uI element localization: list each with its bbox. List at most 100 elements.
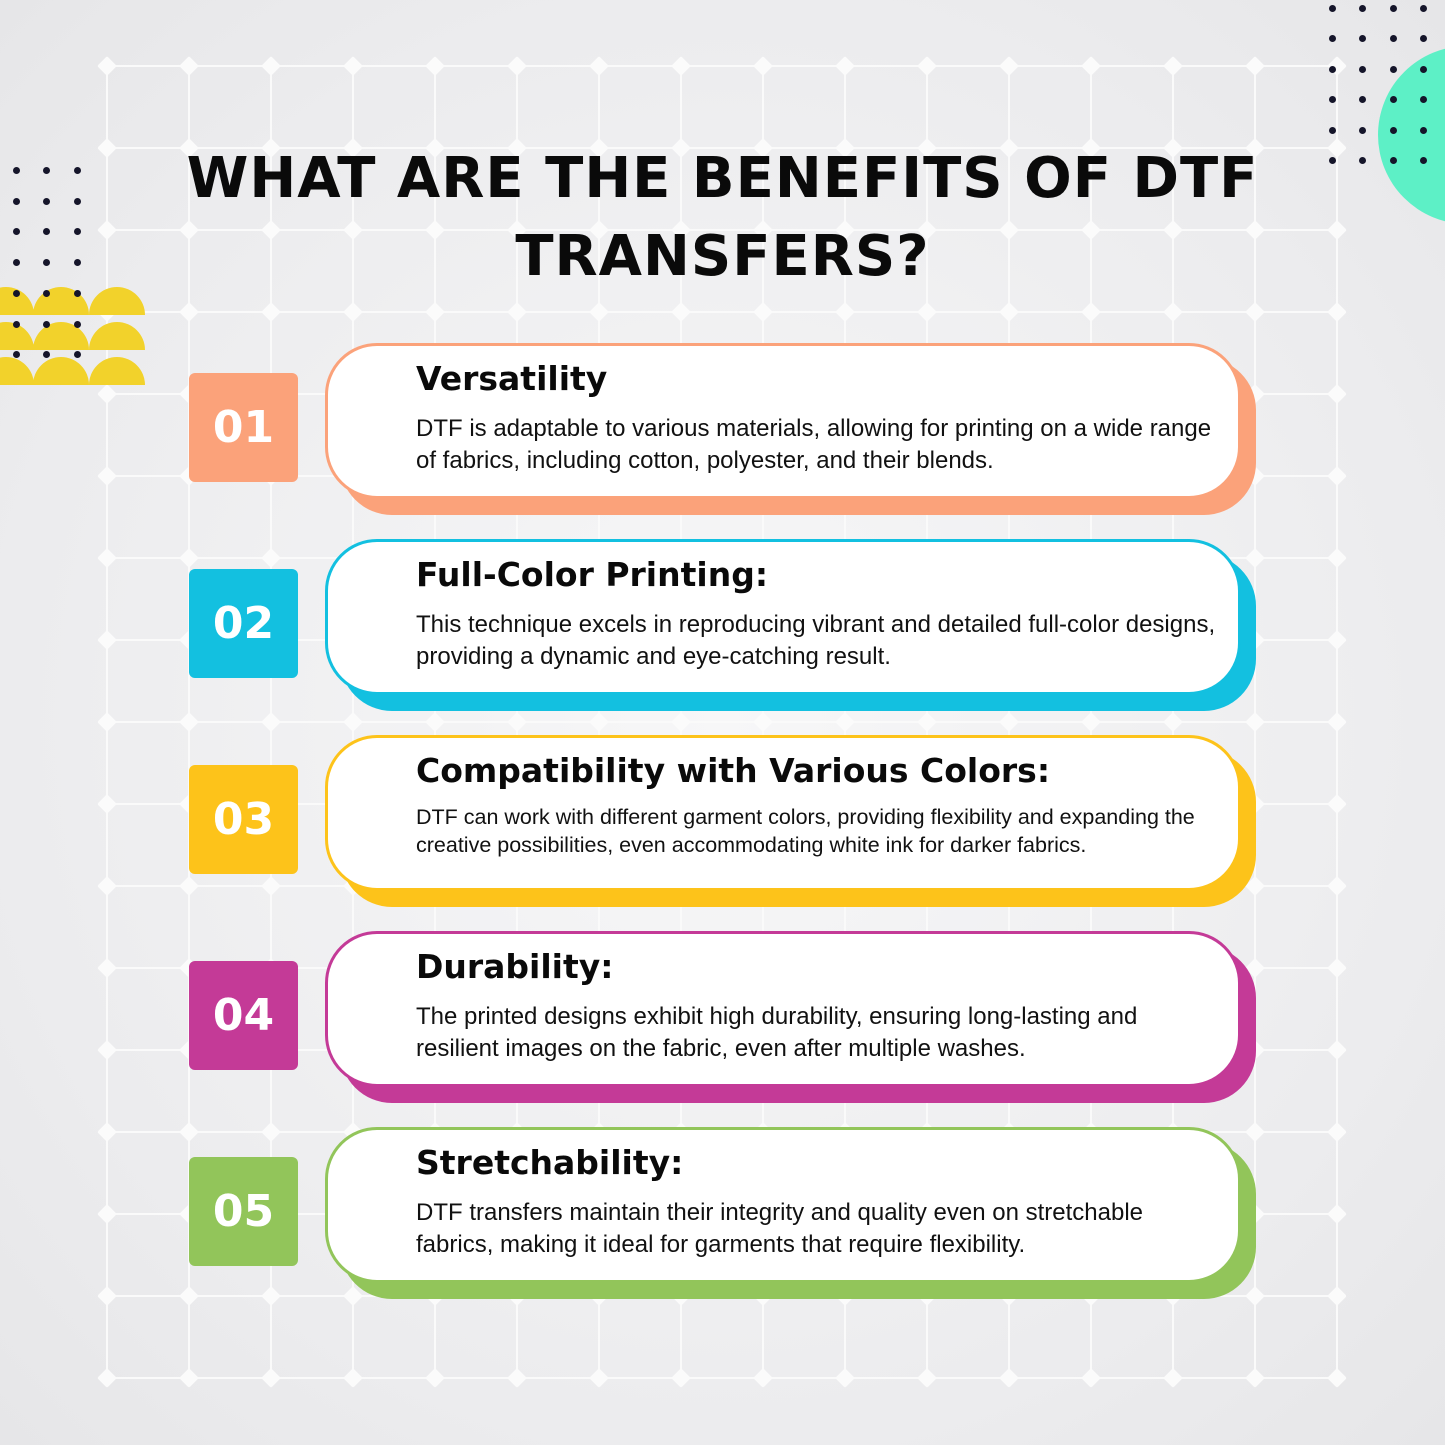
dot	[1329, 96, 1336, 103]
grid-node	[97, 712, 117, 732]
dot	[1420, 96, 1427, 103]
grid-node	[1245, 958, 1265, 978]
grid-node	[1163, 1368, 1183, 1388]
benefit-heading: Stretchability:	[416, 1143, 684, 1182]
grid-node	[425, 220, 445, 240]
grid-node	[507, 56, 527, 76]
grid-node	[1081, 56, 1101, 76]
grid-node	[1081, 712, 1101, 732]
dot	[43, 290, 50, 297]
benefit-heading: Durability:	[416, 947, 614, 986]
dot	[74, 167, 81, 174]
grid-node	[1327, 1040, 1347, 1060]
dot	[1390, 96, 1397, 103]
grid-node	[179, 876, 199, 896]
grid-node	[343, 138, 363, 158]
grid-node	[343, 302, 363, 322]
grid-node	[1245, 138, 1265, 158]
grid-node	[589, 302, 609, 322]
grid-node	[1327, 876, 1347, 896]
dot	[43, 259, 50, 266]
grid-node	[261, 1286, 281, 1306]
grid-node	[835, 302, 855, 322]
grid-node	[179, 220, 199, 240]
dot	[1329, 157, 1336, 164]
grid-node	[753, 56, 773, 76]
grid-node	[97, 466, 117, 486]
grid-node	[835, 1368, 855, 1388]
grid-node	[999, 302, 1019, 322]
grid-node	[261, 1122, 281, 1142]
grid-node	[1327, 1286, 1347, 1306]
grid-node	[1327, 138, 1347, 158]
dot	[74, 321, 81, 328]
grid-node	[343, 1286, 363, 1306]
grid-node	[1245, 1368, 1265, 1388]
grid-node	[917, 220, 937, 240]
grid-node	[1327, 958, 1347, 978]
grid-node	[917, 302, 937, 322]
grid-node	[179, 302, 199, 322]
page-title: WHAT ARE THE BENEFITS OF DTF TRANSFERS?	[186, 146, 1259, 289]
grid-node	[97, 630, 117, 650]
grid-node	[1163, 138, 1183, 158]
benefit-item: 05 Stretchability: DTF transfers maintai…	[0, 1127, 1445, 1307]
grid-node	[343, 1368, 363, 1388]
grid-node	[671, 712, 691, 732]
grid-node	[97, 1204, 117, 1224]
grid-node	[1163, 712, 1183, 732]
dot	[1420, 35, 1427, 42]
dot	[43, 228, 50, 235]
grid-node	[507, 138, 527, 158]
grid-node	[97, 1286, 117, 1306]
grid-node	[425, 302, 445, 322]
grid-node	[835, 138, 855, 158]
benefit-card	[325, 539, 1241, 695]
dot	[1420, 5, 1427, 12]
grid-node	[589, 1368, 609, 1388]
grid-node	[97, 56, 117, 76]
grid-node	[261, 138, 281, 158]
grid-node	[97, 548, 117, 568]
grid-node	[1245, 1122, 1265, 1142]
grid-node	[261, 876, 281, 896]
grid-node	[343, 712, 363, 732]
grid-node	[1163, 220, 1183, 240]
benefit-card	[325, 931, 1241, 1087]
grid-node	[179, 1122, 199, 1142]
grid-node	[999, 138, 1019, 158]
dot	[1329, 66, 1336, 73]
grid-node	[1081, 138, 1101, 158]
grid-node	[1327, 384, 1347, 404]
grid-node	[179, 712, 199, 732]
grid-node	[1245, 712, 1265, 732]
grid-node	[425, 712, 445, 732]
grid-node	[1245, 56, 1265, 76]
grid-node	[671, 138, 691, 158]
grid-node	[343, 220, 363, 240]
grid-node	[261, 712, 281, 732]
grid-node	[589, 138, 609, 158]
grid-node	[261, 548, 281, 568]
grid-node	[1327, 548, 1347, 568]
benefit-item: 03 Compatibility with Various Colors: DT…	[0, 735, 1445, 915]
dot	[13, 351, 20, 358]
benefit-card	[325, 1127, 1241, 1283]
grid-node	[1327, 630, 1347, 650]
grid-node	[97, 958, 117, 978]
grid-node	[507, 1368, 527, 1388]
grid-node	[261, 1368, 281, 1388]
grid-node	[1081, 220, 1101, 240]
dot	[74, 198, 81, 205]
grid-node	[917, 712, 937, 732]
step-number-badge: 04	[189, 961, 298, 1070]
dot	[1390, 35, 1397, 42]
dot	[13, 167, 20, 174]
step-number-badge: 03	[189, 765, 298, 874]
grid-node	[589, 56, 609, 76]
dot	[1329, 127, 1336, 134]
grid-node	[343, 56, 363, 76]
grid-node	[97, 1040, 117, 1060]
grid-node	[1327, 1368, 1347, 1388]
grid-node	[507, 220, 527, 240]
